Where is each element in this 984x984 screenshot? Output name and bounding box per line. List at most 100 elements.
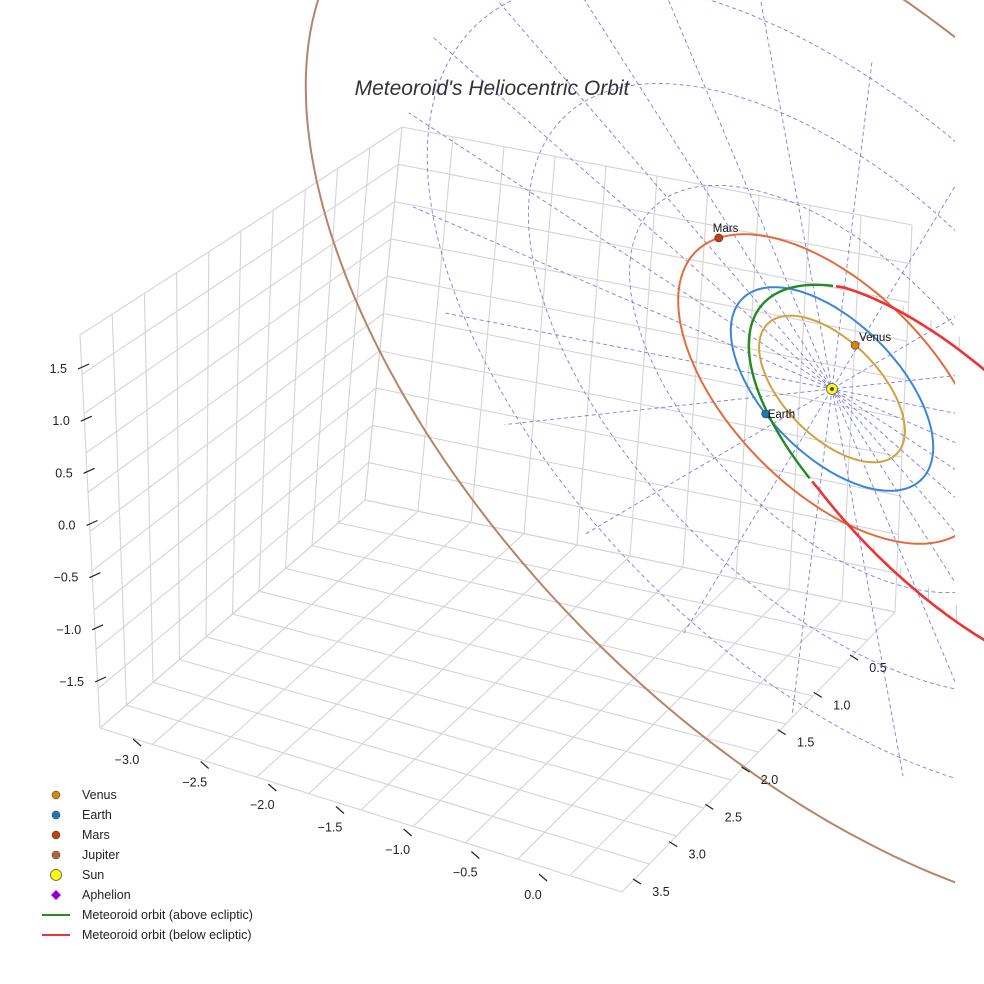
grid-line [93, 387, 377, 611]
z-tick-mark [86, 519, 98, 527]
z-tick-label: 0.0 [58, 519, 75, 533]
mars-orbit [677, 233, 955, 545]
legend-circle-swatch [51, 850, 61, 860]
grid-line [95, 424, 373, 650]
legend-diamond-swatch [51, 890, 61, 900]
sun-center [830, 387, 834, 391]
z-tick-mark [80, 415, 93, 422]
x-tick-mark [538, 873, 548, 882]
legend-label: Aphelion [82, 888, 131, 902]
z-tick-label: 0.5 [55, 466, 72, 480]
y-tick-label: 2.5 [725, 810, 742, 824]
x-tick-mark [403, 828, 413, 837]
grid-line [412, 566, 684, 827]
venus-label: Venus [859, 332, 891, 344]
y-tick-mark [741, 766, 750, 773]
x-tick-label: 0.0 [524, 888, 541, 902]
y-tick-mark [668, 841, 678, 848]
grid-line [621, 611, 896, 893]
y-tick-mark [777, 729, 786, 736]
ecliptic-spoke [504, 375, 955, 426]
y-tick-mark [813, 691, 823, 698]
jupiter-orbit [304, 0, 955, 884]
legend-label: Jupiter [82, 848, 120, 862]
x-tick-mark [200, 761, 210, 769]
legend-item: Venus [51, 788, 117, 802]
x-tick-mark [335, 806, 345, 814]
z-tick-label: −0.5 [54, 571, 79, 585]
grid-line [360, 555, 631, 811]
y-tick-label: 1.0 [833, 698, 850, 712]
z-tick-mark [91, 624, 104, 631]
legend-label: Meteoroid orbit (above ecliptic) [82, 908, 253, 922]
legend-item: Meteoroid orbit (above ecliptic) [42, 908, 253, 922]
grid-line [372, 424, 899, 536]
earth-marker [761, 409, 771, 419]
grid-line [465, 578, 737, 844]
ecliptic-spoke [408, 112, 955, 470]
y-tick-mark [632, 878, 642, 885]
z-tick-mark [89, 572, 101, 579]
legend-item: Sun [50, 868, 104, 882]
ecliptic-spoke [496, 0, 955, 533]
legend-circle-swatch [51, 810, 61, 820]
grid-line [379, 350, 902, 458]
ecliptic-spoke [667, 0, 955, 683]
axis-ticks: 1.5 1.0 0.5 0.0 −0.5 −1.0 −1.5 −3.0 −2.5 −2.0 −1.5… [50, 362, 887, 902]
legend-item: Aphelion [51, 888, 131, 902]
y-tick-label: 1.5 [797, 736, 814, 750]
z-tick-label: 1.5 [50, 362, 67, 376]
grid-line [682, 185, 709, 568]
grid-line [517, 589, 790, 860]
axes-grid [79, 126, 913, 893]
ecliptic-spoke [791, 62, 873, 716]
grid-line [97, 462, 370, 690]
x-tick-label: −1.0 [385, 843, 410, 857]
z-tick-label: 1.0 [52, 414, 69, 428]
grid-line [285, 567, 814, 697]
z-tick-mark [83, 467, 95, 474]
grid-line [383, 312, 904, 420]
grid-line [311, 545, 841, 669]
meteoroid-orbit-below [811, 285, 984, 642]
y-tick-label: 3.5 [652, 885, 669, 899]
markers: Venus Earth Mars [713, 223, 892, 421]
grid-line [284, 189, 306, 569]
legend-circle-swatch [50, 869, 62, 881]
z-tick-label: −1.0 [57, 623, 82, 637]
z-tick-mark [94, 676, 107, 683]
earth-label: Earth [768, 409, 796, 421]
x-tick-label: −1.5 [318, 821, 343, 835]
grid-line [375, 387, 901, 497]
x-tick-label: −3.0 [115, 753, 140, 767]
z-tick-label: −1.5 [59, 675, 84, 689]
legend: Venus Earth Mars Jupiter Sun Aphelion Meteoroi… [42, 788, 253, 942]
legend-label: Mars [82, 828, 110, 842]
y-tick-label: 3.0 [689, 848, 706, 862]
grid-line [91, 350, 381, 572]
legend-item: Meteoroid orbit (below ecliptic) [42, 928, 252, 942]
grid-line [89, 313, 384, 532]
meteoroid-orbit [747, 283, 984, 642]
grid-line [338, 522, 868, 641]
meteoroid-orbit-above [747, 283, 834, 479]
legend-circle-swatch [51, 830, 61, 840]
grid-line [368, 462, 897, 574]
grid-line [337, 147, 371, 523]
ecliptic-spoke [584, 0, 955, 584]
y-tick-mark [849, 654, 859, 661]
x-tick-label: −0.5 [453, 866, 478, 880]
chart-title: Meteoroid's Heliocentric Orbit [355, 77, 631, 100]
legend-label: Earth [82, 808, 112, 822]
jupiter-orbit-layer [304, 0, 955, 884]
z-tick-mark [77, 363, 90, 370]
x-tick-mark [470, 851, 480, 859]
ecliptic-circle [629, 184, 955, 594]
ecliptic-spoke [433, 37, 955, 499]
legend-label: Meteoroid orbit (below ecliptic) [82, 928, 252, 942]
legend-item: Mars [51, 828, 110, 842]
x-tick-label: −2.0 [250, 798, 275, 812]
mars-label: Mars [713, 223, 739, 235]
grid-line [788, 205, 811, 590]
x-tick-label: −2.5 [182, 776, 207, 790]
